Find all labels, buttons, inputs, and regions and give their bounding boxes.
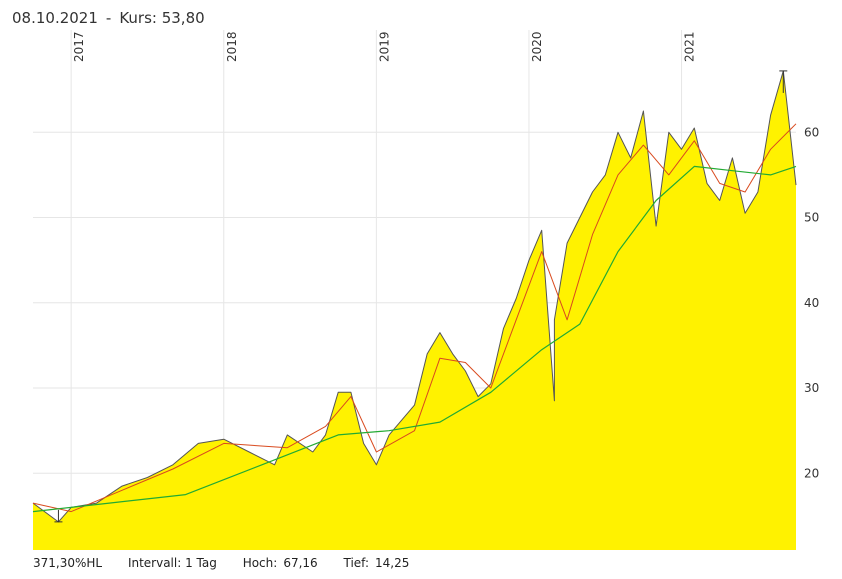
- low-label: Tief:: [343, 556, 370, 570]
- high-label: Hoch:: [242, 556, 278, 570]
- x-tick-label: 2019: [377, 31, 391, 62]
- high-value: 67,16: [283, 556, 318, 570]
- x-tick-label: 2020: [530, 31, 544, 62]
- price-line: [32, 70, 797, 523]
- y-tick-label: 60: [804, 125, 819, 139]
- y-tick-label: 20: [804, 466, 819, 480]
- moving-average-short-line: [32, 123, 797, 513]
- change-value: 371,30%HL: [33, 556, 103, 570]
- x-tick-label: 2021: [683, 31, 697, 62]
- low-value: 14,25: [375, 556, 410, 570]
- chart-header: 08.10.2021- Kurs: 53,80: [12, 9, 205, 27]
- moving-average-long-line: [32, 165, 797, 513]
- y-tick-label: 30: [804, 381, 819, 395]
- x-tick-label: 2017: [72, 31, 86, 62]
- y-tick-label: 40: [804, 296, 819, 310]
- series-layer: [32, 70, 797, 551]
- y-tick-label: 50: [804, 211, 819, 225]
- price-area: [33, 70, 796, 551]
- x-tick-label: 2018: [225, 31, 239, 62]
- header-separator: -: [105, 9, 112, 27]
- date-label: 08.10.2021: [12, 9, 98, 27]
- interval-label: Intervall: 1 Tag: [127, 556, 217, 570]
- price-label: Kurs: 53,80: [119, 9, 205, 27]
- axis-layer: 20 30 40 50 60 2017 2018 2019 2020 2021: [72, 31, 819, 480]
- chart-footer: 371,30%HL Intervall: 1 Tag Hoch: 67,16 Ti…: [33, 556, 431, 570]
